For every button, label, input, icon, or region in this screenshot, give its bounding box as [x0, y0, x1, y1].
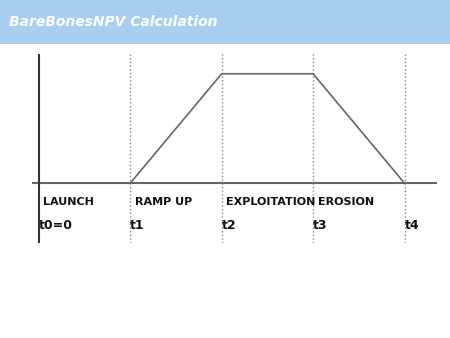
Text: t3: t3 [313, 219, 328, 232]
Text: t4: t4 [405, 219, 419, 232]
Text: EXPLOITATION: EXPLOITATION [226, 197, 315, 208]
Text: EROSION: EROSION [318, 197, 374, 208]
Text: LAUNCH: LAUNCH [43, 197, 94, 208]
Text: t1: t1 [130, 219, 145, 232]
Text: RAMP UP: RAMP UP [135, 197, 192, 208]
Text: t2: t2 [222, 219, 236, 232]
Text: BareBonesNPV Calculation: BareBonesNPV Calculation [9, 15, 217, 29]
Text: t0=0: t0=0 [39, 219, 73, 232]
